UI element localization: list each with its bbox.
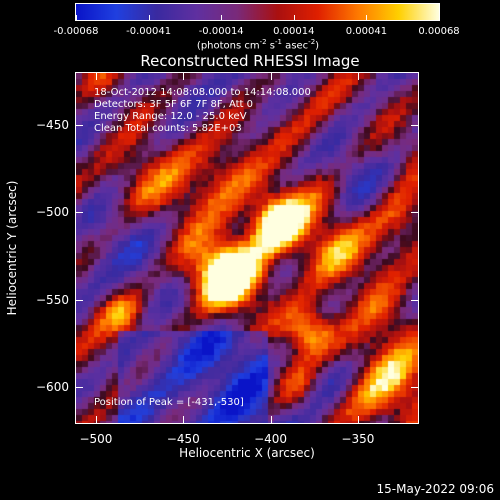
colorbar-tick-label: -0.00014 xyxy=(198,26,244,37)
colorbar-gradient xyxy=(76,4,439,20)
render-timestamp: 15-May-2022 09:06 xyxy=(376,482,494,496)
y-tick-mark xyxy=(411,387,419,389)
colorbar-tick-mark xyxy=(366,15,368,21)
y-tick-label: −550 xyxy=(36,292,69,307)
y-tick-label: −600 xyxy=(36,380,69,395)
x-tick-mark xyxy=(95,72,97,80)
energy-range-text: Energy Range: 12.0 - 25.0 keV xyxy=(94,111,247,122)
x-tick-label: −450 xyxy=(166,432,200,446)
rhessi-image xyxy=(76,73,418,423)
y-tick-mark xyxy=(411,124,419,126)
colorbar-tick-mark xyxy=(148,15,150,21)
colorbar xyxy=(75,3,440,21)
colorbar-units: (photons cm-2 s-1 asec-2) xyxy=(196,38,320,52)
colorbar-tick-label: 0.00068 xyxy=(418,26,460,37)
y-tick-label: −450 xyxy=(36,117,69,132)
y-tick-label: −500 xyxy=(36,205,69,220)
y-tick-mark xyxy=(75,387,83,389)
clean-counts-text: Clean Total counts: 5.82E+03 xyxy=(94,123,242,134)
detectors-text: Detectors: 3F 5F 6F 7F 8F, Att 0 xyxy=(94,99,254,110)
x-tick-mark xyxy=(270,416,272,424)
y-tick-mark xyxy=(411,212,419,214)
info-block: 18-Oct-2012 14:08:08.000 to 14:14:08.000… xyxy=(94,87,311,135)
y-tick-mark xyxy=(411,299,419,301)
colorbar-tick-mark xyxy=(293,15,295,21)
y-axis-label: Heliocentric Y (arcsec) xyxy=(5,180,19,316)
x-tick-mark xyxy=(357,72,359,80)
y-tick-mark xyxy=(75,124,83,126)
x-axis-label: Heliocentric X (arcsec) xyxy=(179,446,315,460)
colorbar-tick-mark xyxy=(439,15,440,21)
x-tick-label: −400 xyxy=(254,432,288,446)
x-tick-label: −350 xyxy=(341,432,375,446)
colorbar-tick-mark xyxy=(221,15,223,21)
y-tick-mark xyxy=(75,212,83,214)
colorbar-tick-mark xyxy=(76,15,77,21)
x-tick-mark xyxy=(95,416,97,424)
colorbar-tick-label: 0.00041 xyxy=(345,26,388,37)
time-range-text: 18-Oct-2012 14:08:08.000 to 14:14:08.000 xyxy=(94,87,311,98)
peak-position-text: Position of Peak = [-431,-530] xyxy=(94,397,244,408)
colorbar-tick-label: 0.00014 xyxy=(273,26,315,37)
x-tick-mark xyxy=(270,72,272,80)
plot-title: Reconstructed RHESSI Image xyxy=(140,52,360,70)
colorbar-tick-label: -0.00068 xyxy=(53,26,99,37)
x-tick-mark xyxy=(183,72,185,80)
image-panel: 18-Oct-2012 14:08:08.000 to 14:14:08.000… xyxy=(75,72,419,424)
x-tick-mark xyxy=(357,416,359,424)
colorbar-tick-label: -0.00041 xyxy=(126,26,172,37)
x-tick-mark xyxy=(183,416,185,424)
y-tick-mark xyxy=(75,299,83,301)
x-tick-label: −500 xyxy=(79,432,113,446)
